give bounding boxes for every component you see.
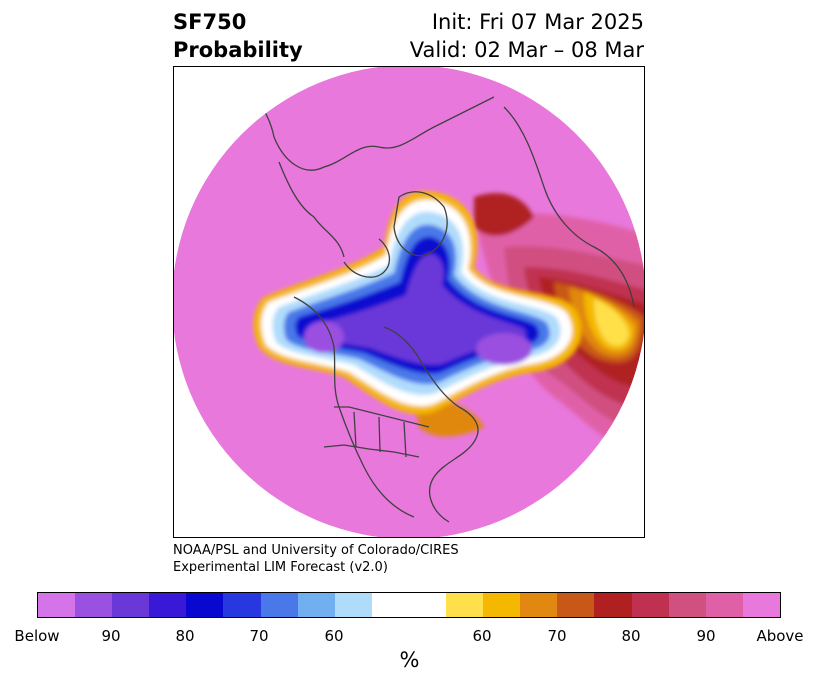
colorbar-tick-label: 90 xyxy=(101,627,121,645)
colorbar-segment xyxy=(297,593,335,617)
colorbar-ticks: Below 90 80 70 60 60 70 80 90 Above xyxy=(0,627,819,647)
colorbar-segment xyxy=(520,593,558,617)
colorbar-tick-label: 80 xyxy=(175,627,195,645)
colorbar-tick-label: 80 xyxy=(621,627,641,645)
colorbar-segment xyxy=(631,593,669,617)
colorbar-tick-label: 70 xyxy=(547,627,567,645)
variable-title: SF750 xyxy=(173,10,247,34)
colorbar-segment xyxy=(705,593,743,617)
colorbar-segment xyxy=(483,593,521,617)
product-title: Probability xyxy=(173,38,303,62)
map-svg xyxy=(174,67,644,537)
colorbar-segment xyxy=(223,593,261,617)
title-left: SF750 Probability xyxy=(173,8,303,64)
colorbar xyxy=(37,592,781,618)
colorbar-segment xyxy=(742,593,780,617)
credit-text: NOAA/PSL and University of Colorado/CIRE… xyxy=(173,542,459,576)
forecast-map xyxy=(173,66,645,538)
colorbar-tick-label: 60 xyxy=(324,627,344,645)
colorbar-segment xyxy=(186,593,224,617)
colorbar-segment xyxy=(112,593,150,617)
below-normal-anomaly xyxy=(253,191,582,415)
colorbar-segment xyxy=(75,593,113,617)
colorbar-segment xyxy=(38,593,76,617)
colorbar-segment xyxy=(334,593,372,617)
colorbar-tick-label: 90 xyxy=(696,627,716,645)
colorbar-segment xyxy=(260,593,298,617)
credit-line-1: NOAA/PSL and University of Colorado/CIRE… xyxy=(173,543,459,558)
colorbar-segment xyxy=(371,593,447,617)
colorbar-unit-label: % xyxy=(399,648,420,672)
colorbar-segment xyxy=(594,593,632,617)
colorbar-tick-label: 70 xyxy=(249,627,269,645)
colorbar-tick-label: 60 xyxy=(472,627,492,645)
title-right: Init: Fri 07 Mar 2025 Valid: 02 Mar – 08… xyxy=(410,8,644,64)
colorbar-segment xyxy=(149,593,187,617)
colorbar-segment xyxy=(668,593,706,617)
colorbar-segment xyxy=(557,593,595,617)
init-date: Init: Fri 07 Mar 2025 xyxy=(431,10,644,34)
credit-line-2: Experimental LIM Forecast (v2.0) xyxy=(173,560,388,575)
colorbar-segment xyxy=(446,593,484,617)
colorbar-tick-label: Below xyxy=(14,627,60,645)
valid-range: Valid: 02 Mar – 08 Mar xyxy=(409,38,644,62)
colorbar-tick-label: Above xyxy=(756,627,804,645)
